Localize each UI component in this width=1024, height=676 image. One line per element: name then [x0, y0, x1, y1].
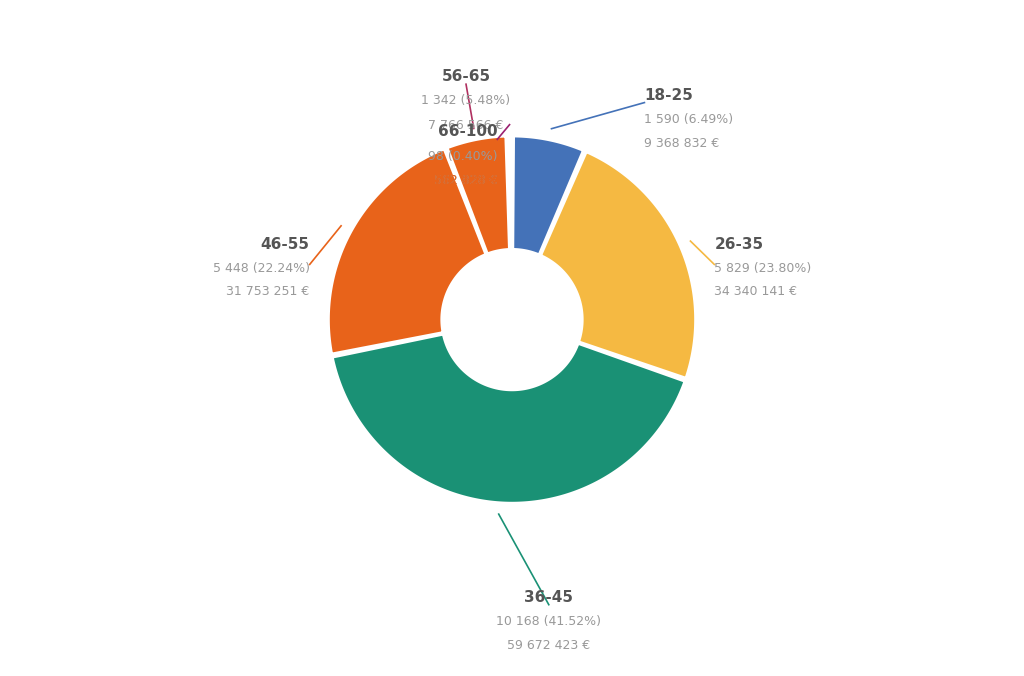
Text: 66-100: 66-100: [437, 124, 498, 139]
Polygon shape: [509, 136, 512, 249]
Text: 1 590 (6.49%): 1 590 (6.49%): [644, 113, 733, 126]
Text: 10 168 (41.52%): 10 168 (41.52%): [497, 615, 601, 628]
Text: 56-65: 56-65: [441, 69, 490, 84]
Text: 46-55: 46-55: [261, 237, 309, 251]
Text: 9 368 832 €: 9 368 832 €: [644, 137, 720, 150]
Polygon shape: [512, 136, 584, 256]
Polygon shape: [328, 149, 486, 354]
Text: 31 753 251 €: 31 753 251 €: [226, 285, 309, 298]
Text: 562 828 €: 562 828 €: [434, 174, 498, 187]
Text: 7 766 566 €: 7 766 566 €: [428, 119, 504, 132]
Text: 26-35: 26-35: [715, 237, 764, 251]
Text: 36-45: 36-45: [524, 589, 573, 605]
Text: 59 672 423 €: 59 672 423 €: [507, 639, 591, 652]
Text: 18-25: 18-25: [644, 88, 693, 103]
Text: 5 448 (22.24%): 5 448 (22.24%): [213, 262, 309, 274]
Text: 5 829 (23.80%): 5 829 (23.80%): [715, 262, 812, 274]
Polygon shape: [541, 151, 696, 379]
Text: 34 340 141 €: 34 340 141 €: [715, 285, 798, 298]
Text: 562 828 €: 562 828 €: [434, 174, 498, 187]
Polygon shape: [446, 136, 510, 254]
Polygon shape: [332, 334, 685, 504]
Text: 1 342 (5.48%): 1 342 (5.48%): [422, 95, 511, 107]
Text: 98 (0.40%): 98 (0.40%): [428, 149, 498, 162]
